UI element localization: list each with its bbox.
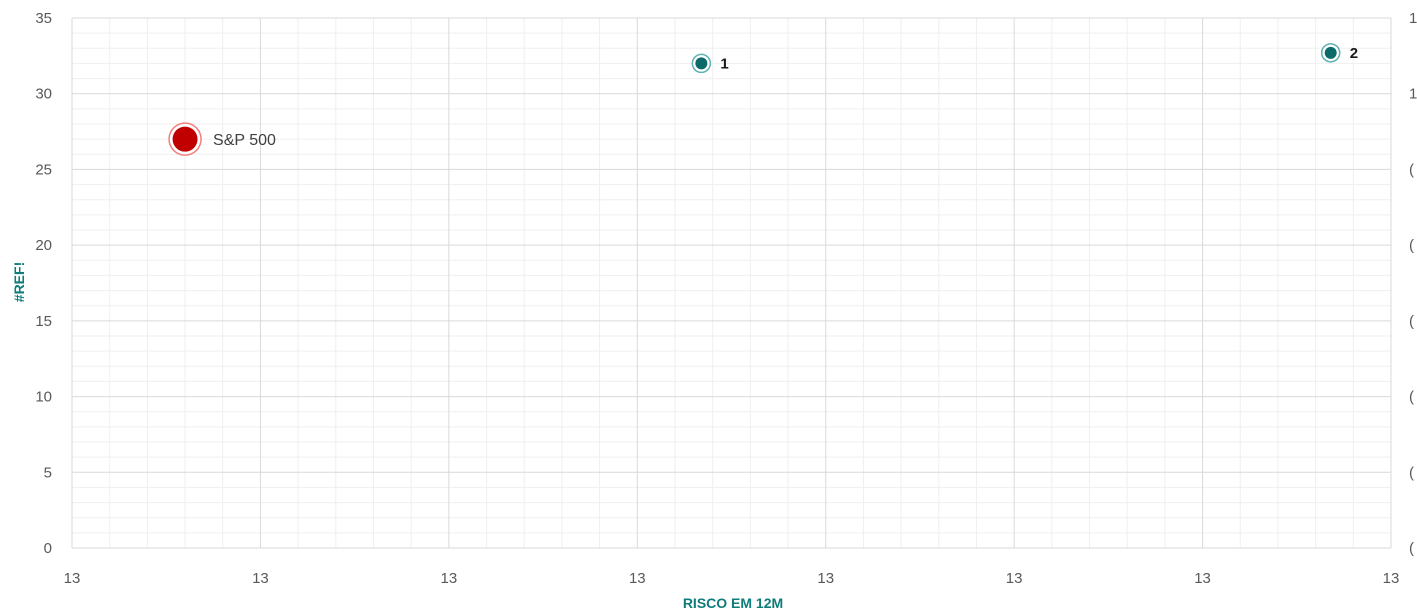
fund-point-label: 1	[720, 55, 728, 72]
benchmark-point	[172, 126, 198, 152]
y-axis-title: #REF!	[11, 262, 27, 302]
y-tick-label: 35	[35, 10, 52, 27]
x-tick-label: 13	[1383, 570, 1400, 587]
x-tick-label: 13	[629, 570, 646, 587]
x-tick-label: 13	[1006, 570, 1023, 587]
y-tick-label: 30	[35, 86, 52, 103]
x-axis-title: RISCO EM 12M	[683, 595, 783, 611]
fund-point	[1324, 46, 1337, 59]
y-tick-label: 25	[35, 161, 52, 178]
y-tick-label: 20	[35, 237, 52, 254]
benchmark-point-label: S&P 500	[213, 132, 276, 149]
secondary-y-tick-label: (	[1409, 313, 1414, 330]
y-tick-label: 0	[44, 540, 52, 557]
secondary-y-axis-ticks: 1 1 ( ( ( ( ( (	[1409, 10, 1417, 557]
y-tick-label: 10	[35, 389, 52, 406]
secondary-y-tick-label: (	[1409, 540, 1414, 557]
y-tick-label: 15	[35, 313, 52, 330]
data-points: S&P 500 1 2	[168, 43, 1358, 156]
x-tick-label: 13	[817, 570, 834, 587]
secondary-y-tick-label: 1	[1409, 10, 1417, 27]
x-axis-ticks: 13 13 13 13 13 13 13 13	[64, 570, 1400, 587]
y-tick-label: 5	[44, 464, 52, 481]
secondary-y-tick-label: (	[1409, 389, 1414, 406]
fund-point-label: 2	[1350, 45, 1358, 62]
x-tick-label: 13	[64, 570, 81, 587]
minor-gridlines	[72, 18, 1391, 548]
secondary-y-tick-label: (	[1409, 464, 1414, 481]
y-axis-ticks: 0 5 10 15 20 25 30 35	[35, 10, 52, 557]
x-tick-label: 13	[441, 570, 458, 587]
secondary-y-tick-label: 1	[1409, 86, 1417, 103]
secondary-y-tick-label: (	[1409, 161, 1414, 178]
x-tick-label: 13	[1194, 570, 1211, 587]
major-gridlines	[71, 17, 1392, 549]
fund-point	[695, 57, 708, 70]
secondary-y-tick-label: (	[1409, 237, 1414, 254]
x-tick-label: 13	[252, 570, 269, 587]
